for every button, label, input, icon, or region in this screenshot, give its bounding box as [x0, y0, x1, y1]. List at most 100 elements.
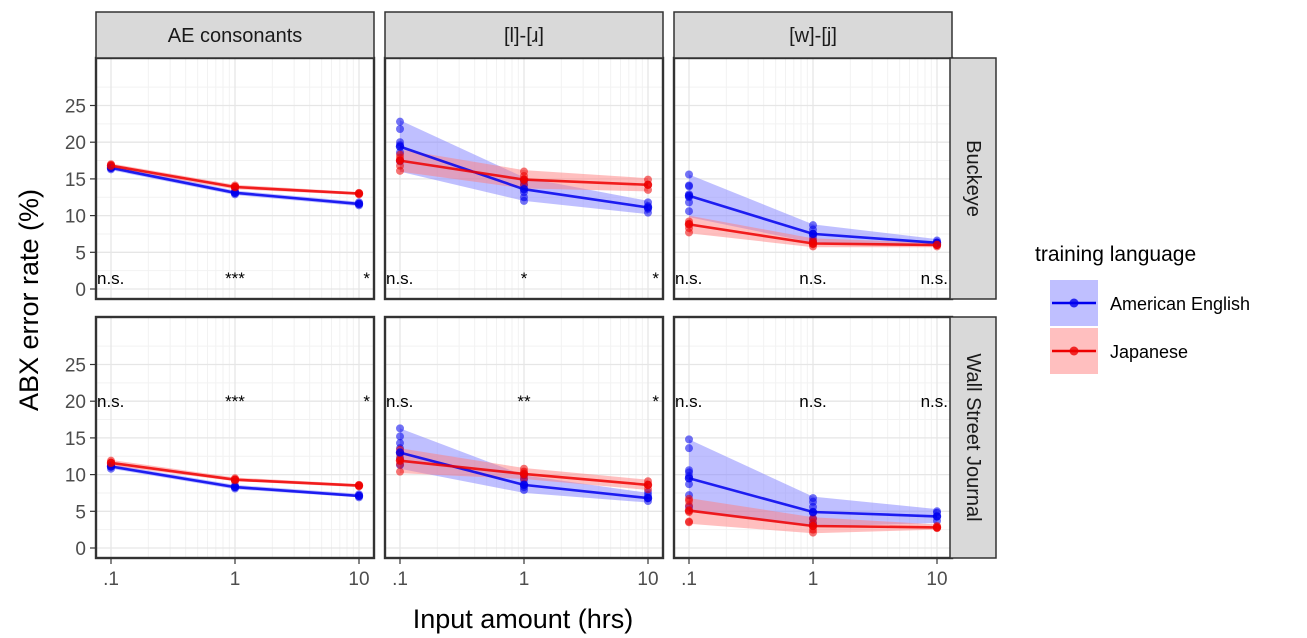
row-strip-label: Buckeye [962, 140, 984, 217]
y-tick-label: 25 [65, 356, 86, 377]
mean-point-japanese [684, 220, 694, 229]
significance-label: n.s. [921, 392, 948, 411]
significance-label: * [363, 392, 370, 411]
mean-point-american-english [643, 203, 653, 212]
mean-point-american-english [519, 480, 529, 490]
legend-label: Japanese [1110, 342, 1188, 362]
point-japanese [685, 517, 693, 526]
point-japanese [396, 467, 404, 476]
facet-strip-w-j: [w]-[j] [673, 11, 953, 59]
mean-point-american-english [395, 448, 405, 457]
mean-point-american-english [519, 184, 529, 194]
point-american-english [396, 124, 404, 133]
mean-point-japanese [932, 523, 942, 532]
x-axis-title: Input amount (hrs) [413, 604, 634, 634]
point-american-english [396, 117, 404, 126]
significance-label: n.s. [675, 269, 702, 288]
mean-point-american-english [354, 199, 364, 209]
mean-point-japanese [230, 475, 240, 484]
panel-buckeye-l: n.s. * * [383, 56, 665, 301]
mean-point-american-english [230, 188, 240, 198]
significance-label: *** [225, 269, 245, 288]
row-strip-bg [949, 57, 997, 300]
point-american-english [685, 444, 693, 453]
facet-strip-bg [673, 11, 953, 59]
x-tick-label: 10 [637, 569, 658, 590]
legend-key-point [1069, 346, 1079, 356]
significance-label: *** [225, 392, 245, 411]
mean-point-american-english [395, 142, 405, 151]
mean-point-american-english [684, 474, 694, 483]
significance-label: n.s. [386, 392, 413, 411]
significance-label: * [652, 392, 659, 411]
mean-point-american-english [354, 491, 364, 501]
point-american-english [685, 435, 693, 444]
y-axis-title: ABX error rate (%) [14, 189, 44, 411]
ribbon-japanese [689, 498, 937, 534]
y-tick-label: 5 [75, 243, 86, 264]
mean-point-american-english [932, 512, 942, 521]
y-tick-label: 0 [75, 539, 86, 560]
mean-point-american-english [808, 507, 818, 517]
x-tick-label: .1 [681, 569, 697, 590]
panel-wall-street-journal-w-j: n.s. n.s. n.s. [672, 315, 954, 560]
mean-point-japanese [684, 506, 694, 515]
y-tick-label: 10 [65, 466, 86, 487]
significance-label: n.s. [921, 269, 948, 288]
facet-strip-label: [w]-[j] [789, 25, 837, 47]
point-japanese [809, 514, 817, 523]
significance-label: * [521, 269, 528, 288]
mean-point-japanese [395, 456, 405, 465]
significance-label: n.s. [799, 392, 826, 411]
y-tick-label: 20 [65, 133, 86, 154]
significance-label: * [363, 269, 370, 288]
mean-point-japanese [519, 175, 529, 184]
mean-point-japanese [643, 480, 653, 490]
point-japanese [520, 167, 528, 176]
row-strip-bg [949, 316, 997, 559]
ribbon-american-english [400, 120, 648, 215]
point-japanese [685, 494, 693, 503]
row-strip-wall-street-journal: Wall Street Journal [949, 316, 997, 559]
point-american-english [809, 494, 817, 503]
mean-point-japanese [354, 189, 364, 198]
point-american-english [809, 221, 817, 230]
panels-layer: n.s. *** * n.s. * * n.s. n.s. n.s.n.s. *** * n.s. **… [94, 56, 954, 560]
significance-label: n.s. [675, 392, 702, 411]
significance-label: n.s. [386, 269, 413, 288]
panel-plot-area: n.s. *** * [96, 58, 374, 299]
point-american-english [685, 207, 693, 216]
facet-strip-label: AE consonants [168, 25, 303, 47]
mean-point-japanese [643, 180, 653, 189]
mean-point-american-english [230, 482, 240, 492]
y-tick-label: 5 [75, 502, 86, 523]
panel-plot-area: n.s. n.s. n.s. [674, 58, 952, 299]
legend-label: American English [1110, 294, 1250, 314]
point-american-english [396, 432, 404, 441]
x-tick-label: 1 [808, 569, 819, 590]
mean-point-japanese [932, 240, 942, 250]
panel-wall-street-journal-l: n.s. ** * [383, 315, 665, 560]
mean-point-japanese [808, 239, 818, 248]
point-american-english [685, 170, 693, 179]
y-tick-label: 10 [65, 207, 86, 228]
facet-strip-label: [l]-[ɹ] [504, 25, 544, 47]
legend-key-point [1069, 298, 1079, 308]
x-tick-label: 1 [519, 569, 530, 590]
legend-title: training language [1035, 243, 1196, 266]
row-strip-label: Wall Street Journal [962, 353, 984, 521]
mean-point-japanese [354, 481, 364, 490]
mean-point-japanese [519, 469, 529, 479]
panel-plot-area: n.s. *** * [96, 317, 374, 558]
panel-wall-street-journal-ae-consonants: n.s. *** * [94, 315, 376, 560]
point-american-english [685, 181, 693, 190]
ribbon-american-english [689, 439, 937, 527]
y-tick-label: 25 [65, 97, 86, 118]
mean-point-american-english [684, 191, 694, 200]
legend: training language American English Japanes… [1035, 243, 1250, 374]
panel-plot-area: n.s. n.s. n.s. [674, 317, 952, 558]
mean-point-japanese [106, 161, 116, 170]
x-tick-label: .1 [392, 569, 408, 590]
mean-point-japanese [808, 521, 818, 531]
